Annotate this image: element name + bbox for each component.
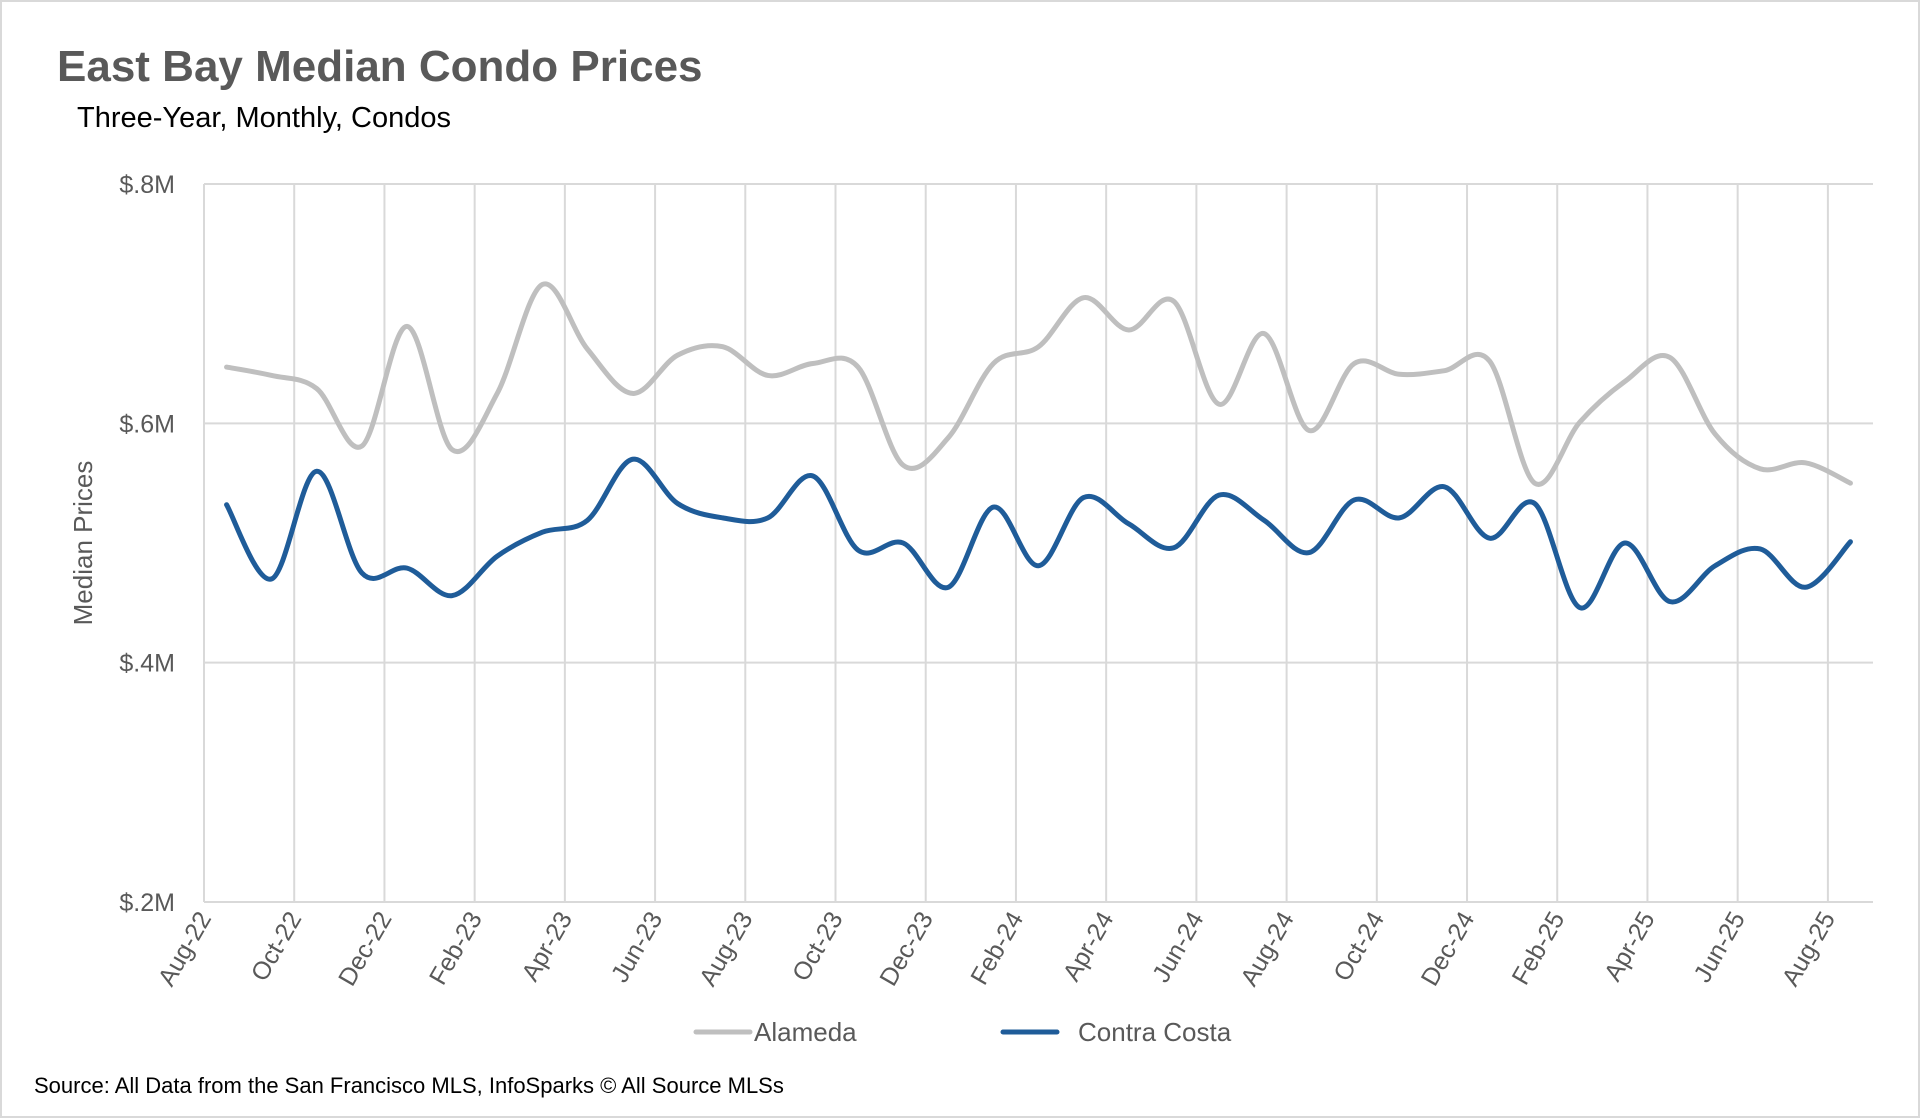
x-tick-label: Aug-24 — [1235, 907, 1300, 991]
x-tick-label: Dec-22 — [333, 907, 398, 991]
x-tick-label: Feb-24 — [965, 907, 1029, 990]
legend-label-alameda: Alameda — [754, 1017, 857, 1047]
x-tick-label: Aug-23 — [694, 907, 759, 991]
x-tick-label: Oct-22 — [246, 907, 308, 986]
x-tick-label: Dec-23 — [874, 907, 939, 991]
legend-label-contra-costa: Contra Costa — [1078, 1017, 1232, 1047]
x-tick-label: Oct-24 — [1328, 907, 1390, 986]
x-tick-label: Dec-24 — [1416, 907, 1481, 991]
series-lines — [224, 281, 1853, 611]
x-tick-label: Oct-23 — [787, 907, 849, 986]
series-line-alameda — [224, 281, 1853, 487]
source-note: Source: All Data from the San Francisco … — [34, 1073, 784, 1098]
x-tick-label: Jun-23 — [606, 907, 668, 987]
x-tick-label: Feb-23 — [424, 907, 488, 990]
y-axis-ticks: $.2M $.4M $.6M $.8M — [119, 171, 175, 917]
y-axis-title: Median Prices — [68, 461, 98, 626]
x-tick-label: Jun-24 — [1147, 907, 1210, 987]
x-tick-label: Apr-23 — [516, 907, 578, 986]
chart-subtitle: Three-Year, Monthly, Condos — [77, 102, 451, 134]
y-tick-label: $.4M — [119, 650, 175, 678]
x-tick-label: Aug-25 — [1777, 907, 1842, 991]
x-tick-label: Apr-24 — [1058, 907, 1120, 986]
y-tick-label: $.8M — [119, 171, 175, 199]
x-axis-ticks: Aug-22 Oct-22 Dec-22 Feb-23 Apr-23 Jun-23 Aug-… — [153, 907, 1841, 991]
x-tick-label: Apr-25 — [1599, 907, 1661, 986]
x-tick-label: Feb-25 — [1507, 907, 1571, 990]
series-line-contra-costa — [224, 456, 1853, 611]
y-tick-label: $.6M — [119, 410, 175, 438]
chart-title: East Bay Median Condo Prices — [57, 42, 703, 91]
x-tick-label: Jun-25 — [1688, 907, 1750, 987]
y-tick-label: $.2M — [119, 889, 175, 917]
legend: Alameda Contra Costa — [693, 1017, 1232, 1047]
gridlines — [203, 183, 1873, 903]
x-tick-label: Aug-22 — [153, 907, 218, 991]
